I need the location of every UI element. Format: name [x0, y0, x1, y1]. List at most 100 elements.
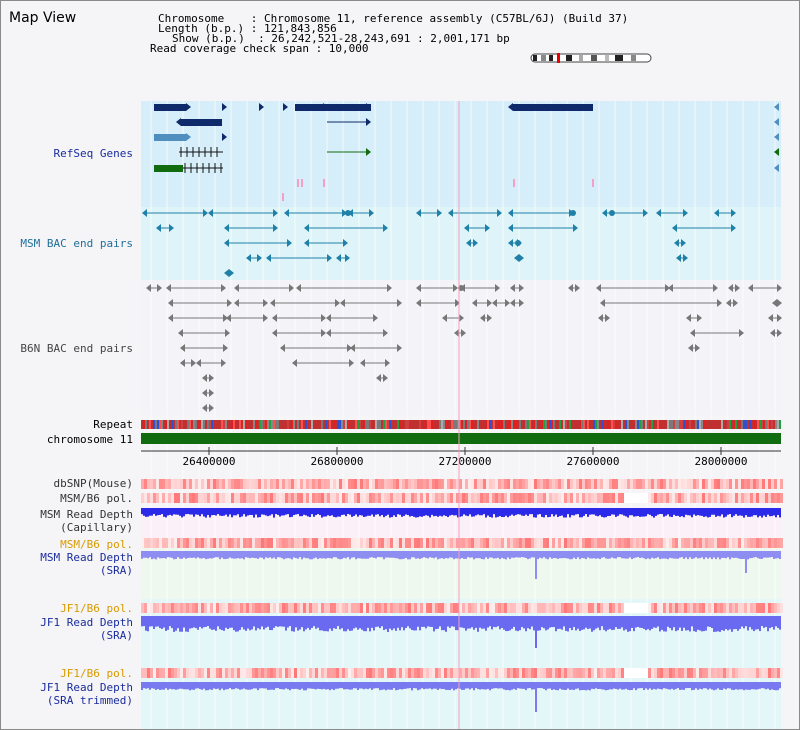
track-label-msm-bac: MSM BAC end pairs — [20, 237, 133, 250]
strand-arrow — [416, 299, 421, 307]
strand-arrow — [505, 299, 510, 307]
strand-arrow — [695, 344, 700, 352]
strand-arrow — [464, 224, 469, 232]
strand-arrow — [202, 374, 207, 382]
strand-arrow — [681, 239, 686, 247]
strand-arrow — [448, 209, 453, 217]
coverage-span-info: Read coverage check span : 10,000 — [150, 42, 369, 55]
strand-arrow — [263, 314, 268, 322]
strand-arrow — [735, 284, 740, 292]
b6n-bac-track — [146, 284, 782, 412]
axis-ticks: 26400000 26800000 27200000 27600000 28000000 — [183, 447, 748, 468]
strand-arrow — [726, 299, 731, 307]
strand-arrow — [717, 299, 722, 307]
strand-arrow — [508, 239, 513, 247]
strand-arrow — [234, 284, 239, 292]
strand-arrow — [336, 254, 341, 262]
strand-arrow — [473, 239, 478, 247]
strand-arrow — [472, 299, 477, 307]
strand-arrow — [777, 299, 782, 307]
strand-arrow — [350, 344, 355, 352]
strand-arrow — [777, 329, 782, 337]
gene-block — [181, 119, 222, 126]
track-label-msm-depth-cap-sub: (Capillary) — [60, 521, 133, 534]
strand-arrow — [774, 103, 779, 111]
strand-arrow — [683, 209, 688, 217]
chromosome-info: Chromosome : Chromosome 11, reference as… — [158, 12, 629, 25]
strand-arrow — [224, 269, 229, 277]
strand-arrow — [514, 254, 519, 262]
strand-arrow — [273, 209, 278, 217]
strand-arrow — [416, 284, 421, 292]
strand-arrow — [731, 209, 736, 217]
strand-arrow — [453, 284, 458, 292]
strand-arrow — [777, 284, 782, 292]
strand-arrow — [519, 299, 524, 307]
strand-arrow — [196, 359, 201, 367]
strand-arrow — [366, 148, 371, 156]
strand-arrow — [168, 299, 173, 307]
strand-arrow — [186, 133, 191, 141]
strand-arrow — [287, 239, 292, 247]
track-label-chromosome: chromosome 11 — [46, 433, 133, 446]
strand-arrow — [342, 209, 347, 217]
strand-arrow — [223, 344, 228, 352]
track-label-msm-depth-sra-sub: (SRA) — [99, 564, 133, 577]
strand-arrow — [656, 209, 661, 217]
strand-arrow — [596, 284, 601, 292]
strand-arrow — [209, 374, 214, 382]
track-label-b6n-bac: B6N BAC end pairs — [20, 342, 133, 355]
track-label-repeat: Repeat — [93, 418, 133, 431]
gene-block — [295, 104, 371, 111]
strand-arrow — [191, 359, 196, 367]
chromosome-bar — [141, 433, 781, 444]
strand-arrow — [731, 224, 736, 232]
strand-arrow — [142, 209, 147, 217]
strand-arrow — [598, 314, 603, 322]
strand-arrow — [768, 314, 773, 322]
strand-arrow — [383, 329, 388, 337]
axis-tick-label: 28000000 — [695, 455, 748, 468]
polymorphism-tracks — [141, 479, 783, 678]
strand-arrow — [209, 389, 214, 397]
b6n-bac-track-bg — [141, 280, 781, 415]
strand-arrow — [304, 224, 309, 232]
strand-arrow — [774, 148, 779, 156]
strand-arrow — [178, 329, 183, 337]
strand-arrow — [387, 284, 392, 292]
track-label-jf1-depth-trim-sub: (SRA trimmed) — [46, 694, 133, 707]
strand-arrow — [373, 314, 378, 322]
strand-arrow — [225, 329, 230, 337]
strand-arrow — [227, 299, 232, 307]
strand-arrow — [169, 224, 174, 232]
strand-arrow — [480, 314, 485, 322]
strand-arrow — [340, 299, 345, 307]
strand-arrow — [335, 299, 340, 307]
strand-arrow — [397, 299, 402, 307]
strand-arrow — [772, 299, 777, 307]
strand-arrow — [272, 314, 277, 322]
strand-arrow — [203, 209, 208, 217]
strand-arrow — [289, 284, 294, 292]
strand-arrow — [383, 374, 388, 382]
strand-arrow — [168, 314, 173, 322]
strand-arrow — [326, 314, 331, 322]
strand-arrow — [454, 329, 459, 337]
strand-arrow — [246, 254, 251, 262]
strand-arrow — [733, 299, 738, 307]
strand-arrow — [202, 404, 207, 412]
strand-arrow — [266, 254, 271, 262]
gene-block — [154, 104, 186, 111]
strand-arrow — [343, 239, 348, 247]
strand-arrow — [665, 284, 670, 292]
strand-arrow — [270, 299, 275, 307]
strand-arrow — [180, 359, 185, 367]
strand-arrow — [259, 103, 264, 111]
refseq-gene-track — [154, 103, 779, 201]
strand-arrow — [442, 314, 447, 322]
strand-arrow — [602, 209, 607, 217]
strand-arrow — [349, 359, 354, 367]
strand-arrow — [229, 269, 234, 277]
